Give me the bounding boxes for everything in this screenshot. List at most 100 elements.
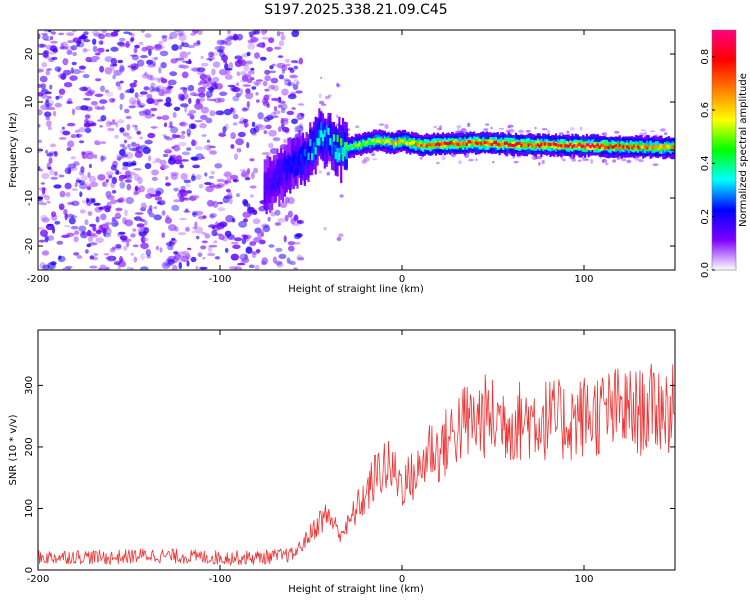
signal-band-cell [567, 144, 570, 148]
noise-speckle [159, 50, 169, 57]
signal-band-cell [616, 145, 619, 149]
noise-speckle [153, 206, 157, 210]
signal-band-cell [305, 159, 308, 167]
signal-band-cell [649, 146, 652, 150]
signal-band-cell [412, 140, 416, 144]
noise-speckle [187, 84, 195, 92]
signal-band-cell [378, 140, 381, 144]
noise-speckle [40, 229, 48, 237]
signal-band-cell [362, 143, 365, 147]
signal-band-cell [529, 142, 532, 146]
noise-speckle [100, 213, 107, 221]
noise-speckle [178, 33, 187, 42]
noise-speckle [83, 31, 89, 36]
noise-speckle [228, 62, 234, 70]
signal-band-cell [345, 142, 348, 150]
noise-speckle [577, 159, 582, 162]
noise-speckle [216, 39, 225, 46]
noise-speckle [208, 245, 212, 253]
signal-band-cell [301, 165, 305, 173]
noise-speckle [165, 176, 169, 181]
signal-band-cell [389, 138, 392, 145]
noise-speckle [134, 92, 139, 99]
signal-band-cell [321, 134, 325, 142]
noise-speckle [241, 107, 248, 112]
noise-speckle [171, 154, 177, 161]
noise-speckle [234, 153, 238, 161]
noise-speckle [54, 66, 62, 72]
noise-speckle [174, 253, 181, 261]
signal-band-cell [635, 144, 638, 148]
signal-band-cell [312, 147, 315, 162]
signal-band-cell [556, 144, 559, 148]
noise-speckle [144, 33, 152, 38]
noise-speckle [64, 182, 72, 190]
noise-speckle [180, 185, 186, 191]
signal-band-cell [547, 142, 550, 146]
noise-speckle [256, 99, 260, 103]
noise-speckle [183, 179, 191, 184]
noise-speckle [70, 225, 79, 230]
noise-speckle [139, 91, 148, 95]
noise-speckle [201, 240, 208, 244]
noise-speckle [63, 82, 73, 88]
noise-speckle [254, 81, 260, 87]
spectrogram-y-tick-label: 10 [24, 96, 35, 109]
signal-band-cell [314, 147, 317, 155]
noise-speckle [299, 123, 303, 129]
noise-speckle [110, 57, 118, 66]
noise-speckle [283, 78, 290, 82]
noise-speckle [262, 80, 268, 87]
noise-speckle [173, 106, 181, 111]
noise-speckle [209, 98, 217, 102]
signal-band-cell [345, 145, 348, 160]
noise-speckle [71, 30, 77, 33]
noise-speckle [293, 214, 299, 221]
signal-band-cell [407, 142, 410, 146]
noise-speckle [105, 267, 109, 270]
signal-band-cell [285, 173, 288, 181]
noise-speckle [161, 114, 170, 121]
noise-speckle [101, 105, 105, 111]
noise-speckle [136, 130, 141, 135]
noise-speckle [122, 132, 130, 137]
noise-speckle [278, 253, 287, 260]
noise-speckle [268, 244, 275, 248]
noise-speckle [132, 244, 139, 248]
noise-speckle [285, 63, 291, 67]
noise-speckle [99, 99, 108, 104]
noise-speckle [612, 159, 617, 163]
noise-speckle [100, 85, 105, 92]
noise-speckle [278, 100, 286, 104]
signal-band-cell [420, 143, 423, 148]
noise-speckle [196, 40, 201, 45]
noise-speckle [192, 226, 197, 230]
noise-speckle [132, 147, 140, 152]
noise-speckle [253, 167, 259, 174]
noise-speckle [295, 233, 303, 238]
signal-band-cell [589, 145, 592, 149]
noise-speckle [242, 84, 251, 87]
noise-speckle [436, 161, 440, 165]
noise-speckle [190, 67, 198, 72]
signal-band-cell [394, 142, 397, 146]
noise-speckle [92, 38, 97, 45]
noise-speckle [133, 168, 142, 171]
noise-speckle [115, 199, 123, 203]
noise-speckle [244, 234, 250, 242]
signal-band-cell [500, 142, 503, 146]
signal-band-cell [265, 182, 268, 191]
signal-band-cell [514, 142, 517, 146]
signal-band-cell [558, 143, 561, 147]
noise-speckle [83, 181, 89, 186]
noise-speckle [133, 216, 142, 221]
noise-speckle [200, 114, 208, 120]
noise-speckle [581, 156, 588, 162]
noise-speckle [145, 249, 151, 256]
signal-band-cell [465, 142, 468, 146]
noise-speckle [146, 74, 152, 81]
signal-band-cell [503, 141, 507, 145]
signal-band-cell [427, 142, 430, 147]
noise-speckle [40, 214, 48, 222]
noise-speckle [178, 141, 187, 147]
